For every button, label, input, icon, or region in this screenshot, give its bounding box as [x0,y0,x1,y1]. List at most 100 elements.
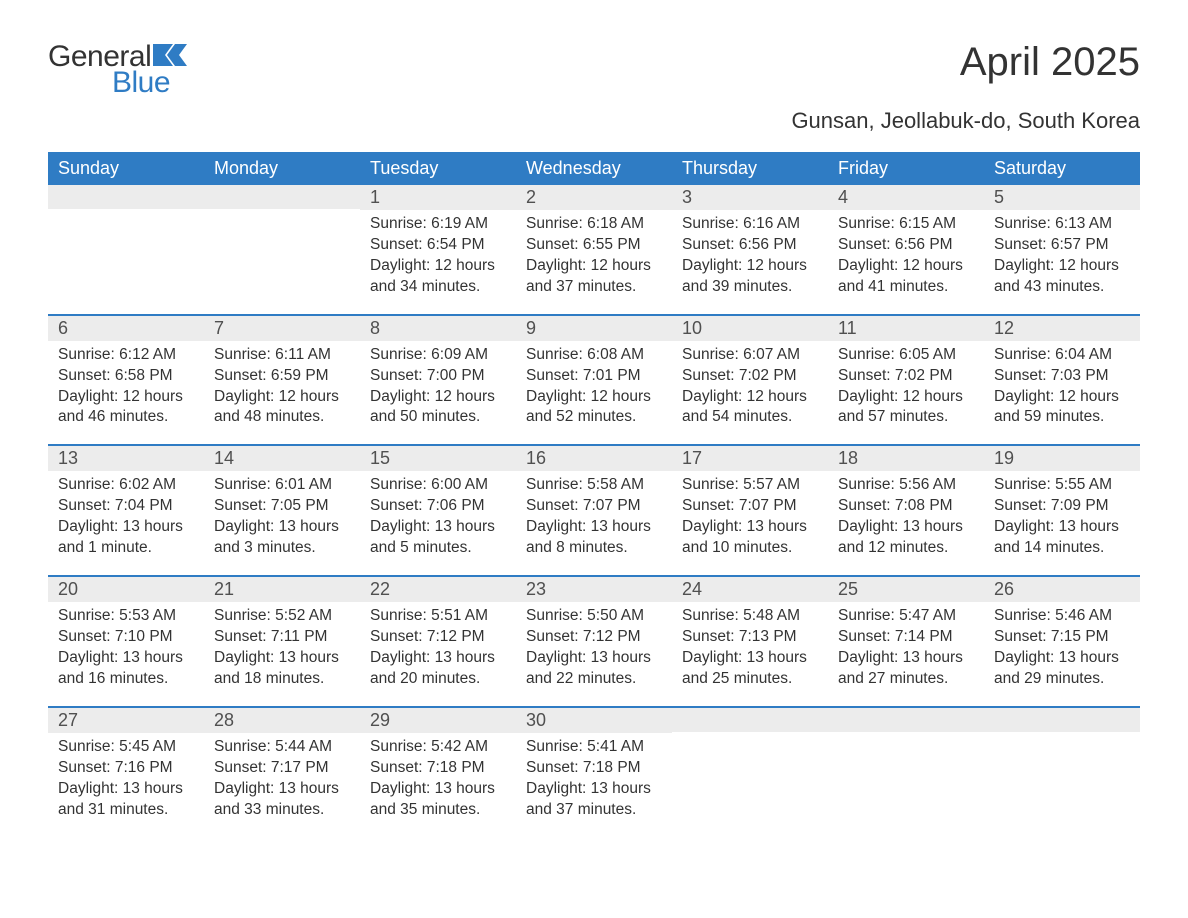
sunrise-text: Sunrise: 5:55 AM [994,475,1130,496]
sunrise-text: Sunrise: 5:45 AM [58,737,194,758]
logo: General Blue [48,40,187,100]
day-body: Sunrise: 6:11 AMSunset: 6:59 PMDaylight:… [204,341,360,439]
sunset-text: Sunset: 7:17 PM [214,758,350,779]
sunrise-text: Sunrise: 5:58 AM [526,475,662,496]
sunset-text: Sunset: 7:08 PM [838,496,974,517]
sunset-text: Sunset: 7:14 PM [838,627,974,648]
sunset-text: Sunset: 7:12 PM [526,627,662,648]
daylight-text: Daylight: 13 hours and 10 minutes. [682,517,818,559]
day-number: 7 [204,316,360,341]
calendar-day: 4Sunrise: 6:15 AMSunset: 6:56 PMDaylight… [828,185,984,308]
sunset-text: Sunset: 6:56 PM [838,235,974,256]
sunset-text: Sunset: 7:18 PM [526,758,662,779]
day-number: 10 [672,316,828,341]
daylight-text: Daylight: 13 hours and 27 minutes. [838,648,974,690]
daylight-text: Daylight: 12 hours and 43 minutes. [994,256,1130,298]
sunset-text: Sunset: 7:11 PM [214,627,350,648]
sunrise-text: Sunrise: 5:47 AM [838,606,974,627]
daylight-text: Daylight: 13 hours and 5 minutes. [370,517,506,559]
day-body: Sunrise: 5:42 AMSunset: 7:18 PMDaylight:… [360,733,516,831]
weekday-header: Wednesday [516,152,672,185]
sunrise-text: Sunrise: 6:01 AM [214,475,350,496]
calendar-week: 6Sunrise: 6:12 AMSunset: 6:58 PMDaylight… [48,314,1140,439]
calendar-day: 5Sunrise: 6:13 AMSunset: 6:57 PMDaylight… [984,185,1140,308]
sunset-text: Sunset: 7:13 PM [682,627,818,648]
day-body [672,732,828,746]
day-number: 20 [48,577,204,602]
sunset-text: Sunset: 7:00 PM [370,366,506,387]
daylight-text: Daylight: 13 hours and 12 minutes. [838,517,974,559]
day-body [984,732,1140,746]
day-body: Sunrise: 5:47 AMSunset: 7:14 PMDaylight:… [828,602,984,700]
calendar-day: 7Sunrise: 6:11 AMSunset: 6:59 PMDaylight… [204,316,360,439]
daylight-text: Daylight: 12 hours and 48 minutes. [214,387,350,429]
day-number: 22 [360,577,516,602]
day-number: 19 [984,446,1140,471]
daylight-text: Daylight: 13 hours and 22 minutes. [526,648,662,690]
daylight-text: Daylight: 13 hours and 8 minutes. [526,517,662,559]
day-body: Sunrise: 5:55 AMSunset: 7:09 PMDaylight:… [984,471,1140,569]
day-number: 9 [516,316,672,341]
sunset-text: Sunset: 7:10 PM [58,627,194,648]
daylight-text: Daylight: 12 hours and 46 minutes. [58,387,194,429]
calendar-day: 11Sunrise: 6:05 AMSunset: 7:02 PMDayligh… [828,316,984,439]
sunrise-text: Sunrise: 6:05 AM [838,345,974,366]
day-body: Sunrise: 6:08 AMSunset: 7:01 PMDaylight:… [516,341,672,439]
day-number: 5 [984,185,1140,210]
calendar-day: 6 Sunrise: 6:12 AMSunset: 6:58 PMDaylight… [48,316,204,439]
day-number: 12 [984,316,1140,341]
calendar-day: 10Sunrise: 6:07 AMSunset: 7:02 PMDayligh… [672,316,828,439]
calendar-day: 28Sunrise: 5:44 AMSunset: 7:17 PMDayligh… [204,708,360,831]
day-body: Sunrise: 5:41 AMSunset: 7:18 PMDaylight:… [516,733,672,831]
daylight-text: Daylight: 13 hours and 18 minutes. [214,648,350,690]
day-body: Sunrise: 5:53 AMSunset: 7:10 PMDaylight:… [48,602,204,700]
logo-text-blue: Blue [112,66,170,100]
day-body: Sunrise: 6:07 AMSunset: 7:02 PMDaylight:… [672,341,828,439]
sunrise-text: Sunrise: 6:19 AM [370,214,506,235]
calendar-day: 20Sunrise: 5:53 AMSunset: 7:10 PMDayligh… [48,577,204,700]
daylight-text: Daylight: 13 hours and 37 minutes. [526,779,662,821]
day-number: 13 [48,446,204,471]
day-number: 28 [204,708,360,733]
location-subtitle: Gunsan, Jeollabuk-do, South Korea [48,108,1140,134]
calendar: SundayMondayTuesdayWednesdayThursdayFrid… [48,152,1140,830]
sunrise-text: Sunrise: 6:15 AM [838,214,974,235]
day-body: Sunrise: 5:46 AMSunset: 7:15 PMDaylight:… [984,602,1140,700]
sunrise-text: Sunrise: 6:12 AM [58,345,194,366]
day-body: Sunrise: 6:18 AMSunset: 6:55 PMDaylight:… [516,210,672,308]
calendar-day: 18Sunrise: 5:56 AMSunset: 7:08 PMDayligh… [828,446,984,569]
day-body: Sunrise: 5:45 AMSunset: 7:16 PMDaylight:… [48,733,204,831]
weekday-header: Thursday [672,152,828,185]
calendar-day: 15Sunrise: 6:00 AMSunset: 7:06 PMDayligh… [360,446,516,569]
sunrise-text: Sunrise: 6:04 AM [994,345,1130,366]
sunrise-text: Sunrise: 5:56 AM [838,475,974,496]
sunset-text: Sunset: 6:58 PM [58,366,194,387]
sunrise-text: Sunrise: 5:46 AM [994,606,1130,627]
weekday-header-row: SundayMondayTuesdayWednesdayThursdayFrid… [48,152,1140,185]
calendar-day [984,708,1140,831]
weekday-header: Monday [204,152,360,185]
daylight-text: Daylight: 12 hours and 59 minutes. [994,387,1130,429]
sunset-text: Sunset: 7:02 PM [682,366,818,387]
day-body: Sunrise: 6:00 AMSunset: 7:06 PMDaylight:… [360,471,516,569]
sunrise-text: Sunrise: 5:41 AM [526,737,662,758]
sunset-text: Sunset: 6:59 PM [214,366,350,387]
day-number: 6 [48,316,204,341]
day-number: 21 [204,577,360,602]
calendar-week: 20Sunrise: 5:53 AMSunset: 7:10 PMDayligh… [48,575,1140,700]
sunrise-text: Sunrise: 6:00 AM [370,475,506,496]
sunrise-text: Sunrise: 6:07 AM [682,345,818,366]
calendar-day: 3Sunrise: 6:16 AMSunset: 6:56 PMDaylight… [672,185,828,308]
daylight-text: Daylight: 13 hours and 16 minutes. [58,648,194,690]
daylight-text: Daylight: 13 hours and 35 minutes. [370,779,506,821]
day-body: Sunrise: 5:58 AMSunset: 7:07 PMDaylight:… [516,471,672,569]
day-number [984,708,1140,732]
day-number: 2 [516,185,672,210]
day-number: 30 [516,708,672,733]
daylight-text: Daylight: 12 hours and 52 minutes. [526,387,662,429]
day-body: Sunrise: 6:15 AMSunset: 6:56 PMDaylight:… [828,210,984,308]
day-body: Sunrise: 6:04 AMSunset: 7:03 PMDaylight:… [984,341,1140,439]
daylight-text: Daylight: 13 hours and 1 minute. [58,517,194,559]
sunrise-text: Sunrise: 6:16 AM [682,214,818,235]
sunset-text: Sunset: 6:54 PM [370,235,506,256]
